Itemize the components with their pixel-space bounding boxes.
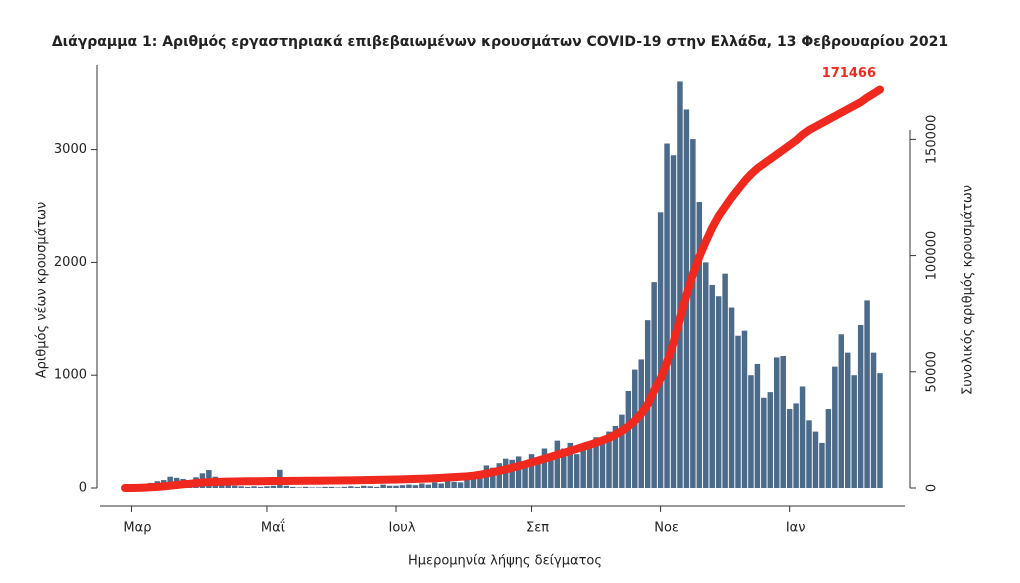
bar — [238, 486, 243, 488]
bar — [580, 449, 585, 488]
bar — [871, 353, 876, 488]
x-tick-label: Νοε — [654, 521, 679, 536]
bar — [690, 139, 695, 488]
bar — [787, 409, 792, 488]
bar — [400, 485, 405, 488]
bar — [768, 392, 773, 488]
bar — [342, 487, 347, 488]
bar — [290, 487, 295, 488]
bar — [845, 353, 850, 488]
y2-axis-title: Συνολικός αριθμός κρουσμάτων — [961, 185, 976, 395]
bar — [245, 487, 250, 488]
bar — [438, 483, 443, 488]
bar — [800, 386, 805, 488]
y2-tick-label: 50000 — [925, 351, 940, 392]
bar — [755, 364, 760, 488]
bar — [858, 325, 863, 488]
bar — [819, 443, 824, 488]
bar — [722, 274, 727, 488]
bar — [393, 486, 398, 488]
bar — [851, 375, 856, 488]
bar — [735, 336, 740, 488]
bar — [380, 485, 385, 488]
bar — [284, 486, 289, 488]
y2-tick-label: 150000 — [925, 115, 940, 165]
bar — [826, 409, 831, 488]
bar — [419, 483, 424, 488]
y-tick-label: 3000 — [54, 142, 87, 157]
y-tick-label: 0 — [79, 481, 87, 496]
bar — [258, 487, 263, 488]
bar — [367, 486, 372, 488]
bar — [748, 375, 753, 488]
bar — [329, 487, 334, 488]
bar — [703, 262, 708, 488]
bar — [271, 486, 276, 488]
y-tick-label: 2000 — [54, 255, 87, 270]
bar — [864, 300, 869, 488]
bar — [761, 398, 766, 488]
bar — [626, 391, 631, 488]
bar — [445, 481, 450, 488]
chart-title: Διάγραμμα 1: Αριθμός εργαστηριακά επιβεβ… — [52, 34, 948, 50]
x-axis-title: Ημερομηνία λήψης δείγματος — [408, 554, 602, 569]
bar — [322, 487, 327, 488]
bar — [832, 367, 837, 488]
bar — [316, 487, 321, 488]
bar — [574, 454, 579, 488]
bar — [632, 370, 637, 488]
bar — [806, 420, 811, 488]
bar — [600, 443, 605, 488]
bar — [309, 487, 314, 488]
bar — [555, 441, 560, 488]
y-axis-title: Αριθμός νέων κρουσμάτων — [35, 202, 50, 379]
bar — [303, 487, 308, 488]
y2-tick-label: 100000 — [925, 231, 940, 281]
bar — [664, 144, 669, 488]
y-tick-label: 1000 — [54, 368, 87, 383]
bar — [232, 486, 237, 488]
y2-tick-label: 0 — [925, 484, 940, 492]
bar — [677, 81, 682, 488]
bar — [374, 487, 379, 488]
x-tick-label: Μαΐ — [261, 520, 286, 536]
bar — [774, 357, 779, 488]
bar — [877, 373, 882, 488]
bar — [335, 487, 340, 488]
bar — [406, 485, 411, 488]
bar — [348, 486, 353, 488]
bar — [387, 486, 392, 488]
bar — [813, 432, 818, 488]
bar — [355, 487, 360, 488]
bar — [587, 445, 592, 488]
bar — [432, 482, 437, 488]
x-tick-label: Μαρ — [123, 521, 151, 536]
bar — [793, 403, 798, 488]
x-tick-label: Σεπ — [526, 521, 549, 536]
x-tick-label: Ιουλ — [389, 521, 416, 536]
bar — [839, 334, 844, 488]
bar — [458, 482, 463, 488]
bar — [709, 285, 714, 488]
bar — [658, 212, 663, 488]
bar — [716, 296, 721, 488]
bar — [451, 482, 456, 488]
x-tick-label: Ιαν — [786, 521, 806, 536]
bar — [296, 487, 301, 488]
bar — [729, 308, 734, 488]
end-label: 171466 — [822, 66, 876, 81]
bar — [251, 486, 256, 488]
bar — [516, 456, 521, 488]
bar — [780, 356, 785, 488]
bar — [426, 485, 431, 488]
bar — [264, 486, 269, 488]
bar — [742, 331, 747, 488]
bar — [638, 359, 643, 488]
bar — [361, 486, 366, 488]
bar — [413, 485, 418, 488]
